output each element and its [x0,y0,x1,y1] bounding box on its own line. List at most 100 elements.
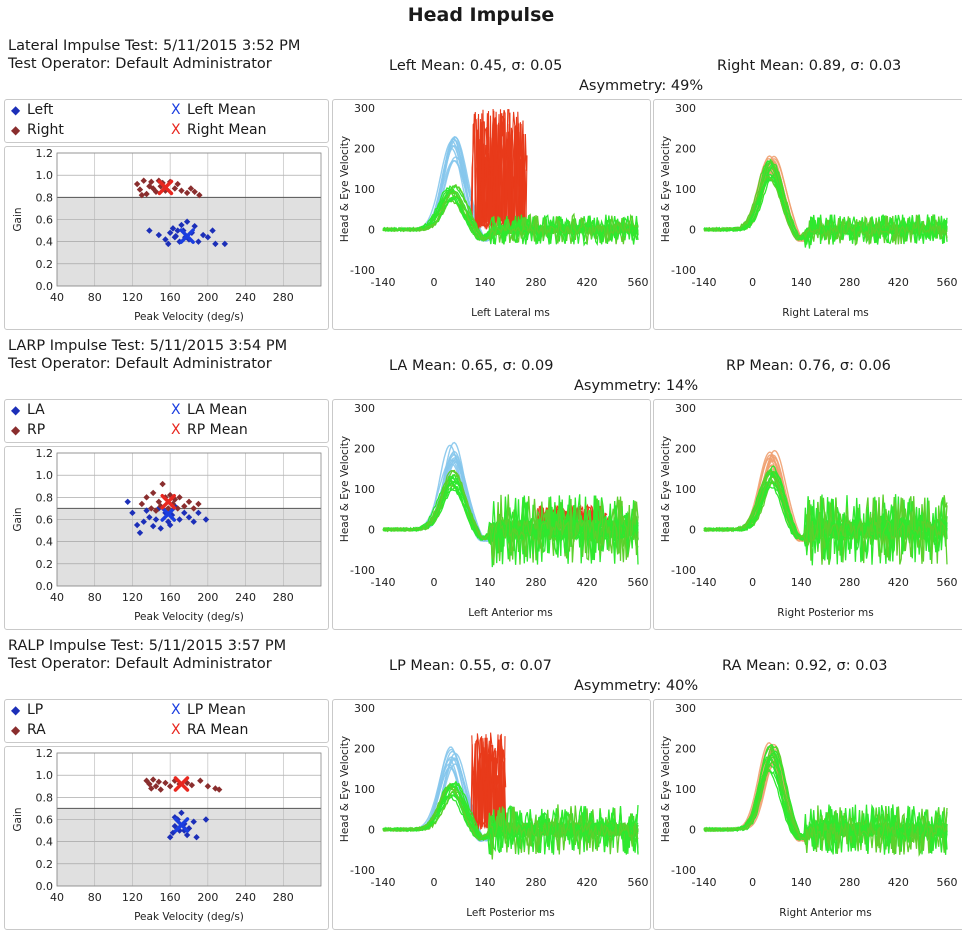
x-tick-label: 240 [235,291,256,304]
y-tick-label: 200 [675,143,696,156]
trace-group [382,108,639,247]
x-tick-label: 40 [50,891,64,904]
x-tick-label: -140 [692,876,717,889]
data-point [178,221,185,229]
x-tick-label: -140 [692,576,717,589]
saccade-trace [474,110,524,228]
y-axis-label: Gain [12,807,24,831]
trace-group [703,155,948,249]
y-axis-label: Gain [12,507,24,531]
eye-velocity-trace [382,191,639,244]
x-tick-label: 160 [160,891,181,904]
legend-mean-a: X LA Mean [171,402,247,418]
data-point [133,180,141,188]
x-tick-label: 140 [791,876,812,889]
scatter-legend: ◆ LA ◆ RP X LA Mean X RP Mean [4,399,329,443]
x-tick-label: 200 [197,591,218,604]
x-tick-label: 160 [160,291,181,304]
x-mark-icon: X [171,722,181,738]
data-point [195,238,202,245]
legend-series-b: ◆ RA [11,722,46,738]
x-tick-label: 240 [235,591,256,604]
gain-scatter-chart: 0.0 0.2 0.4 0.6 0.8 1.0 1.2 40 80 120 160 200 240 280… [4,446,329,630]
eye-velocity-trace [382,784,639,853]
x-tick-label: 420 [577,276,598,289]
data-point [162,236,169,243]
legend-series-b-label: RP [27,422,46,438]
legend-mean-a-label: LP Mean [187,702,246,718]
y-tick-label: -100 [671,564,696,577]
data-point [209,227,216,234]
data-point [138,500,146,508]
y-tick-label: 0.8 [36,491,54,504]
data-point [183,218,191,225]
x-axis-label: Peak Velocity (deg/s) [134,311,244,323]
x-tick-label: 0 [431,576,438,589]
y-axis-label: Head & Eye Velocity [339,436,351,542]
x-tick-label: 40 [50,291,64,304]
y-tick-label: 0 [368,824,375,837]
x-tick-label: 560 [937,576,958,589]
data-point [169,225,177,232]
data-point [146,514,153,521]
data-point [166,834,174,841]
y-tick-label: 200 [354,143,375,156]
eye-velocity-trace [703,173,948,242]
scatter-legend: ◆ Left ◆ Right X Left Mean X Right Mean [4,99,329,143]
y-axis-label: Gain [12,207,24,231]
diamond-icon: ◆ [11,403,21,417]
y-axis-label: Head & Eye Velocity [660,136,672,242]
x-axis-label: Left Lateral ms [471,307,550,319]
x-tick-label: 280 [526,276,547,289]
operator-line: Test Operator: Default Administrator [8,656,272,672]
data-point [143,494,150,501]
gain-scatter-chart: 0.0 0.2 0.4 0.6 0.8 1.0 1.2 40 80 120 160 200 240 280… [4,746,329,930]
data-point [165,505,172,512]
x-tick-label: 560 [628,576,649,589]
y-axis-label: Head & Eye Velocity [339,736,351,842]
normal-range-shade [57,508,321,586]
data-point [174,227,181,234]
mean-marker [179,228,195,244]
larp-section: LARP Impulse Test: 5/11/2015 3:54 PM Tes… [0,336,962,636]
legend-series-b-label: RA [27,722,46,738]
y-tick-label: 0.8 [36,791,54,804]
y-tick-label: 100 [354,783,375,796]
y-tick-label: 0.6 [36,214,54,227]
test-line: RALP Impulse Test: 5/11/2015 3:57 PM [8,638,287,654]
y-axis-label: Head & Eye Velocity [660,736,672,842]
x-mark-icon: X [171,422,181,438]
diamond-icon: ◆ [11,423,21,437]
x-tick-label: 140 [475,876,496,889]
legend-mean-b: X Right Mean [171,122,266,138]
data-point [149,489,157,497]
data-point [212,240,219,248]
legend-mean-a-label: Left Mean [187,102,256,118]
x-axis-label: Peak Velocity (deg/s) [134,911,244,923]
legend-mean-a-label: LA Mean [187,402,248,418]
x-tick-label: 0 [431,276,438,289]
diamond-icon: ◆ [11,723,21,737]
asymmetry-text: Asymmetry: 14% [574,378,699,394]
x-tick-label: 280 [526,876,547,889]
x-tick-label: 420 [888,576,909,589]
x-tick-label: 0 [431,876,438,889]
data-point [190,818,197,825]
eye-velocity-trace [382,784,639,855]
data-point [178,187,185,194]
y-tick-label: 0 [689,524,696,537]
data-point [159,480,166,488]
right-velocity-chart: -100 0 100 200 300 -140 0 140 280 420 560 Head & Ey… [653,699,962,930]
x-tick-label: 120 [122,291,143,304]
trace-group [382,732,639,860]
x-tick-label: 240 [235,891,256,904]
legend-mean-a: X Left Mean [171,102,256,118]
left-mean-text: LA Mean: 0.65, σ: 0.09 [389,358,554,374]
data-point [190,518,197,525]
y-tick-label: 200 [675,743,696,756]
x-tick-label: 280 [839,576,860,589]
trace-group [703,742,948,857]
diamond-icon: ◆ [11,703,21,717]
x-axis-label: Right Lateral ms [782,307,869,319]
x-tick-label: 120 [122,591,143,604]
